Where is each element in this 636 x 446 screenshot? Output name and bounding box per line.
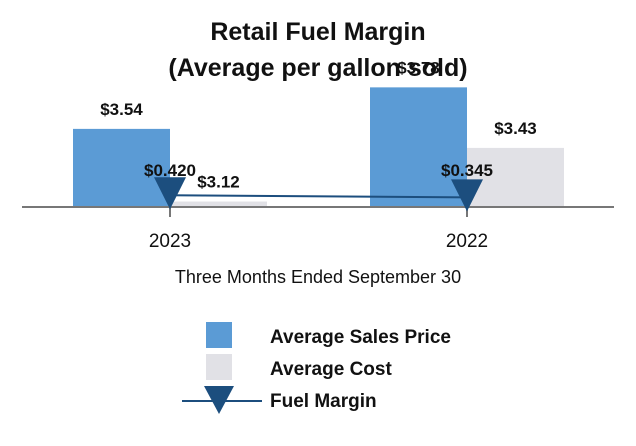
legend-swatch <box>206 322 232 348</box>
fuel-margin-marker <box>451 179 483 212</box>
bar-average-sales-price-2022 <box>370 87 467 207</box>
bar-value-label: $3.12 <box>197 173 240 192</box>
legend-label: Fuel Margin <box>270 391 377 412</box>
bar-value-label: $3.78 <box>397 58 440 77</box>
bar-value-label: $3.43 <box>494 119 537 138</box>
x-tick-label: 2023 <box>149 231 191 252</box>
x-tick-label: 2022 <box>446 231 488 252</box>
plot-area: $3.54 $3.12 $3.78 $3.43 2023 2022 $0.420 $0.345 <box>22 58 614 252</box>
legend-marker <box>204 386 234 414</box>
fuel-margin-marker <box>154 177 186 210</box>
bar-average-cost-2023 <box>170 201 267 207</box>
legend: Average Sales Price Average Cost Fuel Marg… <box>182 322 451 414</box>
legend-swatch <box>206 354 232 380</box>
fuel-margin-value-label: $0.345 <box>441 161 493 180</box>
legend-label: Average Cost <box>270 359 392 380</box>
fuel-margin-line <box>169 194 468 199</box>
bar-value-label: $3.54 <box>100 100 143 119</box>
bar-average-cost-2022 <box>467 147 564 207</box>
chart-subtitle: (Average per gallon sold) <box>168 54 467 82</box>
x-axis-label: Three Months Ended September 30 <box>175 267 461 287</box>
fuel-margin-value-label: $0.420 <box>144 161 196 180</box>
bar-average-sales-price-2023 <box>73 128 170 207</box>
chart-title: Retail Fuel Margin <box>210 18 425 46</box>
legend-label: Average Sales Price <box>270 327 451 348</box>
